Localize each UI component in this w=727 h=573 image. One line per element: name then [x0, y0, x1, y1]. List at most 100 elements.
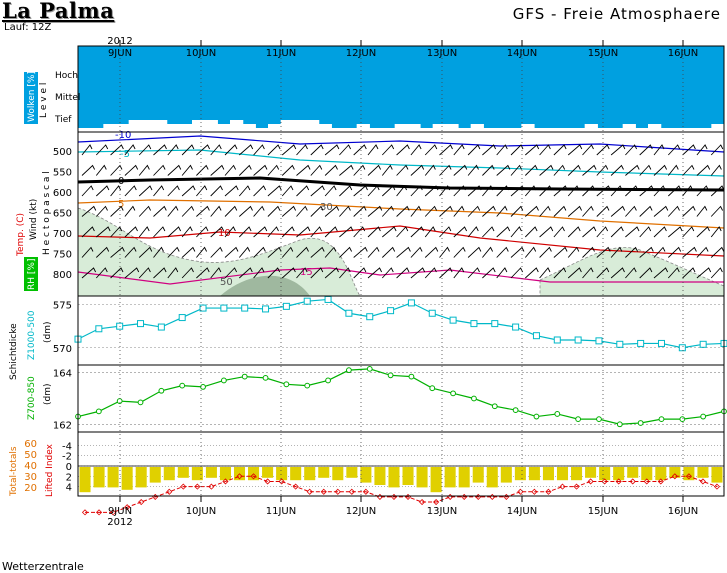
wind-barb — [710, 185, 725, 197]
wind-barb — [553, 144, 567, 156]
total-totals-bar — [93, 467, 105, 488]
z850-point — [325, 377, 331, 384]
wind-barb — [439, 267, 453, 279]
wind-barb — [296, 267, 308, 279]
wind-barb — [310, 267, 324, 279]
wind-barb — [210, 185, 223, 197]
wind-barb — [424, 267, 437, 279]
wind-barb — [396, 226, 409, 238]
low-cloud-block — [622, 124, 636, 128]
wind-barb — [253, 164, 268, 176]
wind-barb — [596, 164, 609, 176]
total-totals-bar — [374, 467, 386, 485]
wind-barb — [596, 226, 609, 238]
wind-barb — [467, 164, 479, 176]
wind-barb — [682, 164, 695, 176]
wind-barb — [339, 144, 352, 156]
total-totals-bar — [163, 467, 175, 481]
wind-barb — [267, 144, 281, 156]
z850-point — [283, 381, 290, 388]
wind-barb — [110, 185, 122, 197]
z500-point — [616, 340, 624, 348]
total-totals-bar — [711, 467, 723, 483]
wind-barb — [153, 246, 164, 258]
top-day-label: 14JUN — [507, 48, 537, 59]
total-totals-bar — [500, 467, 512, 483]
total-totals-bar — [514, 467, 526, 481]
wind-barb — [138, 205, 152, 217]
lifted-index-point — [685, 473, 692, 480]
lifted-index-point — [110, 509, 117, 516]
pressure-tick-500: 500 — [53, 147, 72, 158]
wind-barb — [525, 144, 540, 156]
z500-point — [157, 323, 165, 331]
wind-barb — [253, 267, 265, 279]
wind-barb — [367, 246, 380, 258]
wind-barb — [639, 246, 654, 258]
bottom-day-label: 13JUN — [427, 506, 457, 517]
z500-point — [178, 314, 186, 322]
wind-barb — [210, 205, 222, 217]
model-name: GFS - Freie Atmosphaere — [512, 5, 721, 23]
lifted-index-point — [278, 478, 285, 485]
tt-tick-50: 50 — [24, 450, 37, 461]
wind-barb — [224, 205, 238, 217]
wind-barb — [267, 246, 282, 258]
wind-barb — [625, 164, 640, 176]
wind-barb — [682, 246, 697, 258]
wind-barb — [181, 164, 193, 176]
tt-tick-30: 30 — [24, 472, 37, 483]
wind-barb — [353, 267, 367, 279]
wind-barb — [510, 144, 524, 156]
clouds-ylabel: Wolken [%] — [27, 71, 37, 122]
lifted-index-point — [194, 483, 201, 490]
wind-barb — [181, 185, 196, 197]
wind-barb — [539, 267, 551, 279]
top-day-label: 15JUN — [588, 48, 618, 59]
z500-point — [637, 339, 645, 347]
wind-barb — [639, 226, 652, 238]
wind-barb — [439, 205, 453, 217]
rh-label: 30 — [320, 202, 333, 213]
wind-barb — [653, 144, 665, 156]
z850-point — [429, 385, 436, 392]
z500-point — [345, 309, 353, 317]
wind-barb — [524, 267, 539, 279]
lifted-index-point — [559, 483, 566, 490]
wind-barb — [653, 226, 667, 238]
wind-barb — [124, 246, 137, 258]
wind-barb — [339, 164, 354, 176]
bottom-day-label: 9JUN — [108, 506, 132, 517]
z850-point — [637, 420, 644, 426]
wind-barb — [324, 205, 340, 217]
clouds-background — [78, 46, 724, 132]
footer-credit: Wetterzentrale — [2, 560, 84, 573]
wind-barb — [496, 226, 511, 238]
wind-barb — [467, 185, 482, 197]
wind-barb — [95, 185, 110, 197]
wind-barb — [367, 226, 381, 238]
top-day-label: 12JUN — [346, 48, 376, 59]
wind-barb — [153, 267, 167, 279]
wind-barb — [596, 246, 611, 258]
wind-barb — [467, 226, 479, 238]
cloud-level-hoch: Hoch — [55, 71, 78, 81]
wind-barb — [524, 226, 538, 238]
wind-barb — [667, 144, 681, 156]
lifted-index-line — [85, 475, 718, 513]
z500-point — [449, 316, 457, 324]
low-cloud-block — [242, 124, 256, 128]
low-cloud-block — [445, 124, 459, 128]
wind-barb — [382, 226, 397, 238]
wind-barb — [196, 246, 208, 258]
wind-barb — [667, 267, 680, 279]
wind-barb — [553, 267, 567, 279]
z850-point — [533, 413, 540, 420]
top-day-label: 11JUN — [266, 48, 296, 59]
wind-barb — [567, 246, 580, 258]
wind-barb — [596, 267, 610, 279]
z850-point — [616, 421, 623, 428]
z500-unit: (dm) — [43, 321, 53, 343]
wind-barb — [253, 185, 267, 197]
wind-barb — [324, 226, 338, 238]
